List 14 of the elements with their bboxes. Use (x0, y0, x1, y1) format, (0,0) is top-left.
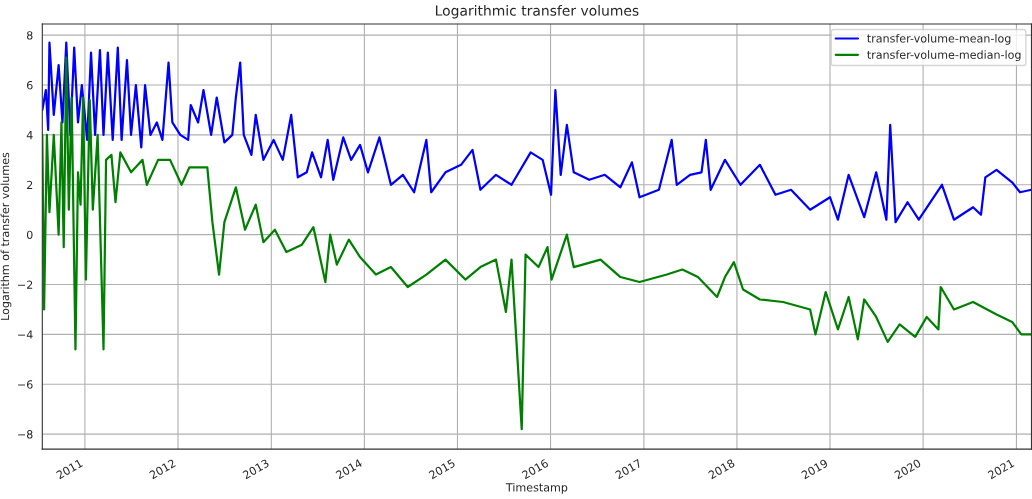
y-tick-label: 0 (26, 230, 33, 240)
y-axis-title: Logarithm of transfer volumes (0, 152, 12, 320)
y-tick-label: −4 (18, 330, 33, 339)
y-tick-label: −2 (18, 280, 33, 289)
y-tick-label: 4 (26, 131, 33, 140)
y-tick-label: 8 (26, 31, 33, 40)
y-tick-label: 6 (26, 81, 33, 90)
y-tick-label: −6 (18, 380, 33, 389)
chart-title: Logarithmic transfer volumes (436, 5, 639, 19)
x-axis-title: Timestamp (505, 482, 568, 494)
legend-label: transfer-volume-mean-log (867, 33, 1011, 45)
y-tick-label: 2 (27, 180, 33, 190)
legend-label: transfer-volume-median-log (867, 50, 1021, 62)
y-tick-label: −8 (18, 430, 33, 439)
